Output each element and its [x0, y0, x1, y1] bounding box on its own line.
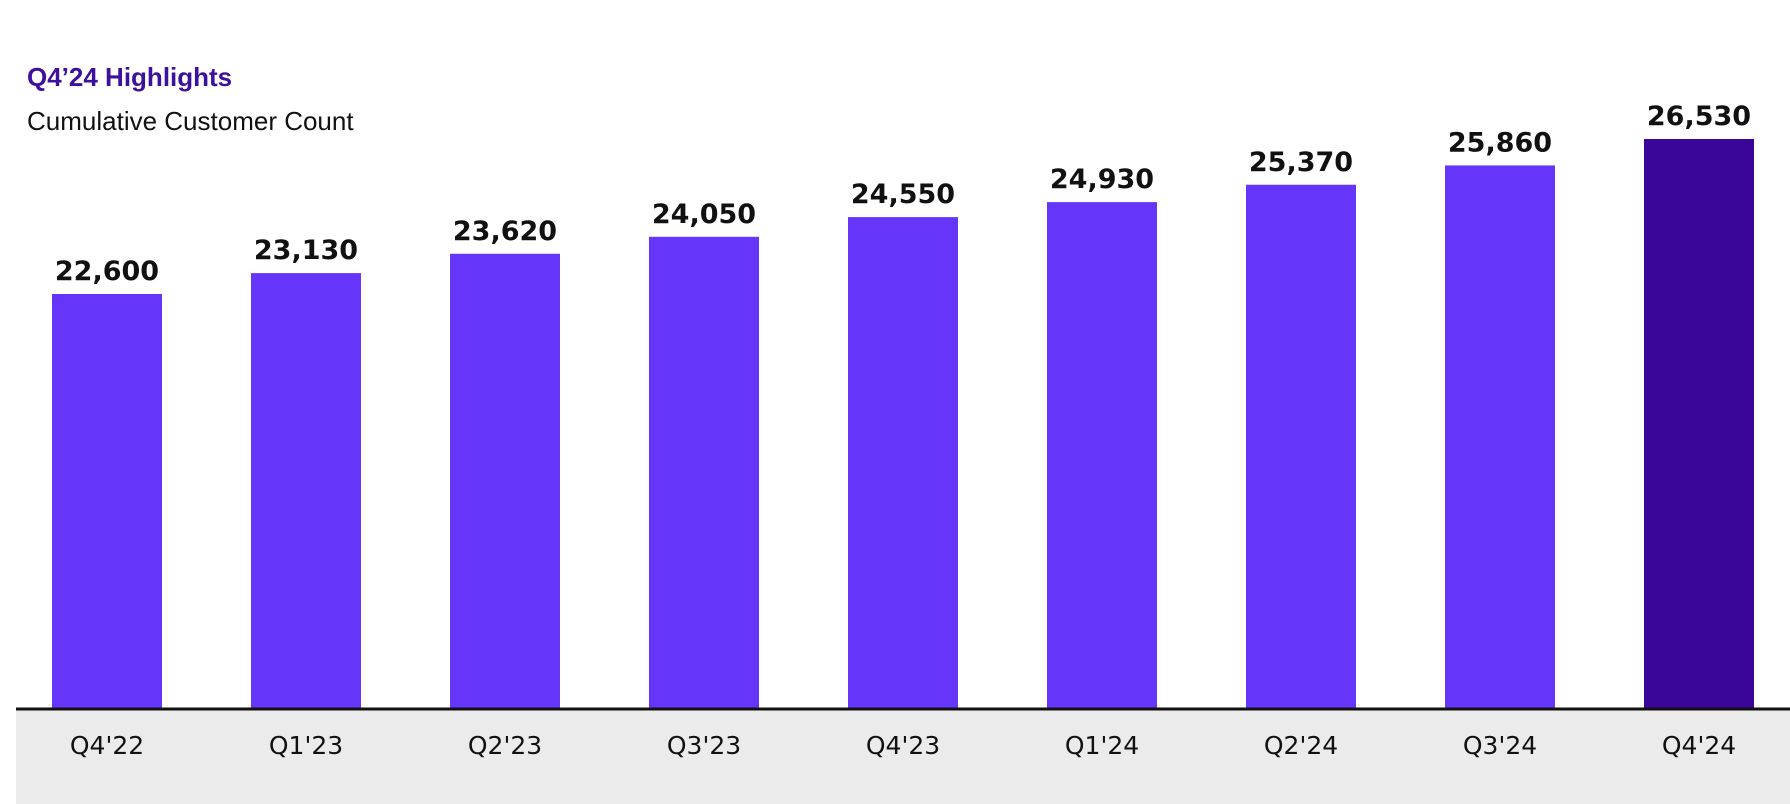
value-label: 23,130 — [254, 235, 358, 266]
value-label: 26,530 — [1647, 101, 1751, 132]
value-labels-group: 22,600 23,130 23,620 24,050 24,550 24,930 25,3… — [55, 101, 1751, 287]
value-label: 24,550 — [851, 179, 955, 210]
x-tick-label: Q2'23 — [468, 731, 542, 760]
x-tick-label: Q4'24 — [1662, 731, 1736, 760]
bar-q224 — [1246, 184, 1356, 709]
x-tick-label: Q3'24 — [1463, 731, 1537, 760]
value-label: 22,600 — [55, 256, 159, 287]
x-tick-label: Q1'24 — [1065, 731, 1139, 760]
bar-q123 — [251, 273, 361, 708]
bar-q124 — [1047, 202, 1157, 709]
bar-q323 — [649, 236, 759, 708]
value-label: 24,930 — [1050, 164, 1154, 195]
x-tick-label: Q3'23 — [667, 731, 741, 760]
bar-q423 — [848, 217, 958, 708]
bar-q324 — [1445, 165, 1555, 709]
chart-title: Q4’24 Highlights — [27, 62, 233, 92]
bars-group — [52, 139, 1754, 709]
x-tick-label: Q4'22 — [70, 731, 144, 760]
bar-q223 — [450, 253, 560, 708]
x-tick-label: Q4'23 — [866, 731, 940, 760]
x-tick-label: Q2'24 — [1264, 731, 1338, 760]
value-label: 24,050 — [652, 199, 756, 230]
chart-subtitle: Cumulative Customer Count — [27, 106, 354, 136]
value-label: 25,860 — [1448, 127, 1552, 158]
category-axis-band — [16, 709, 1790, 804]
x-axis-tick-labels: Q4'22 Q1'23 Q2'23 Q3'23 Q4'23 Q1'24 Q2'24 Q3'24… — [70, 731, 1736, 760]
bar-q422 — [52, 294, 162, 708]
value-label: 23,620 — [453, 216, 557, 247]
x-tick-label: Q1'23 — [269, 731, 343, 760]
bar-q424 — [1644, 139, 1754, 708]
value-label: 25,370 — [1249, 147, 1353, 178]
